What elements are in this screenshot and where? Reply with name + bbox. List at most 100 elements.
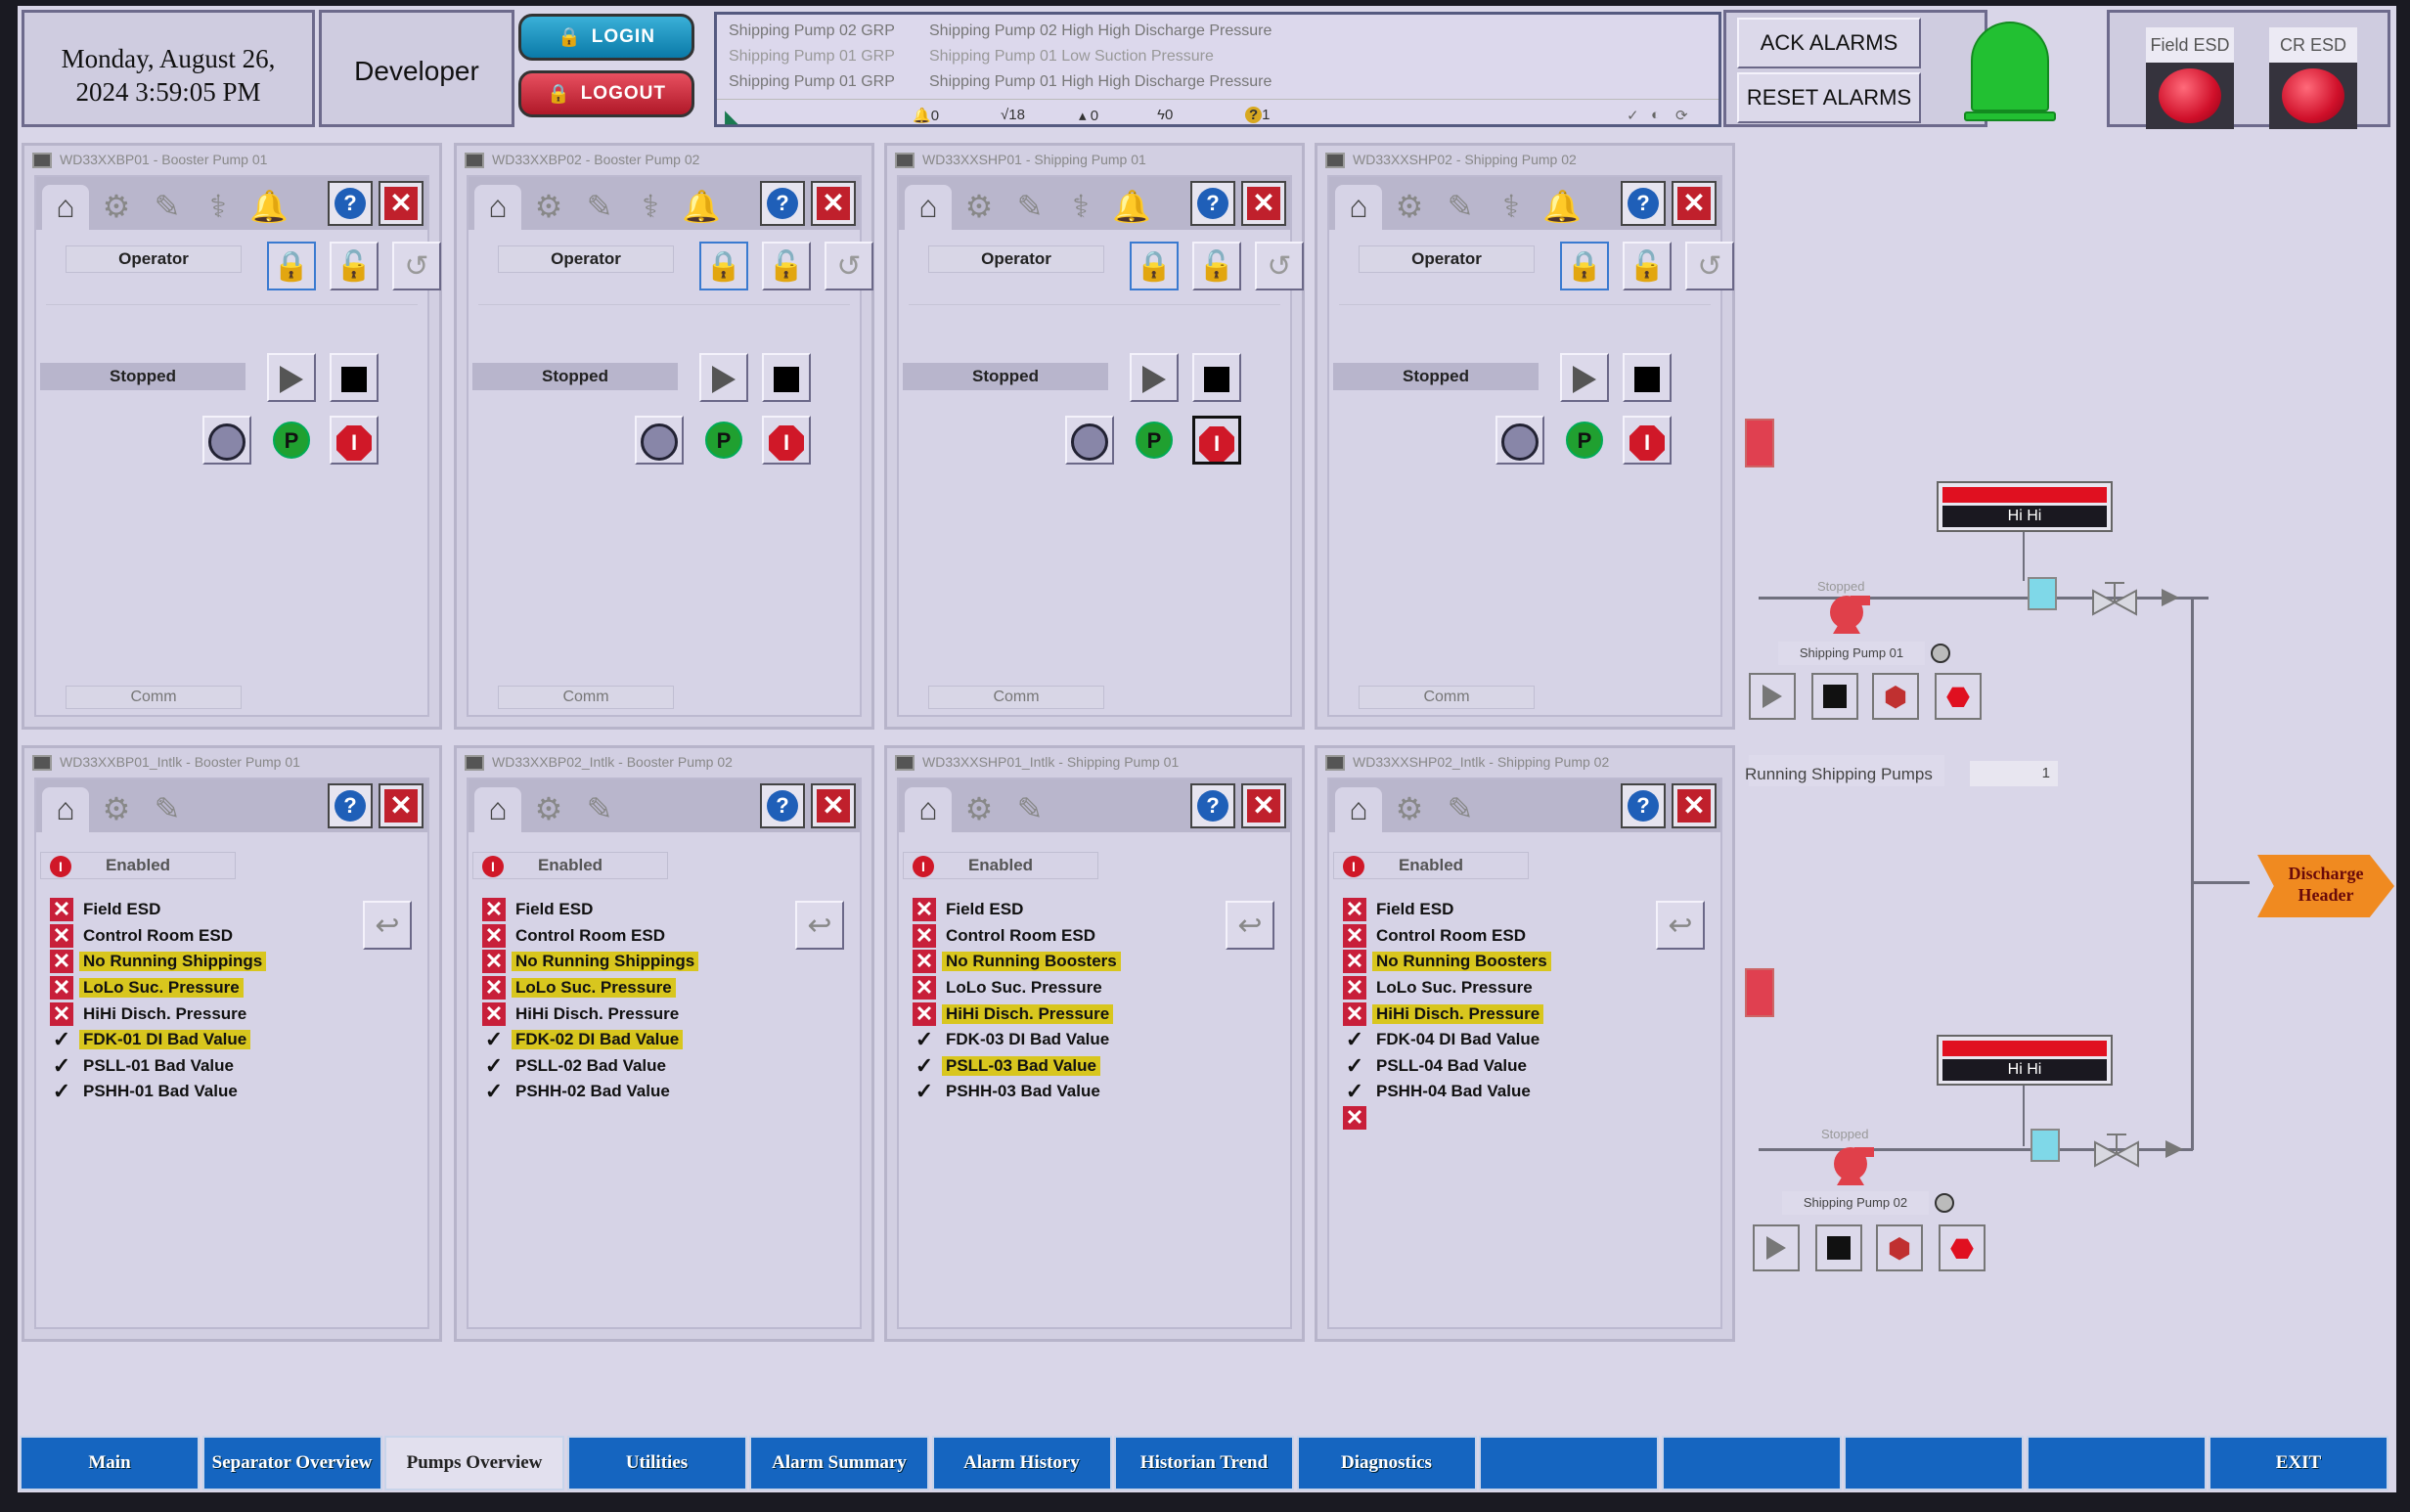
lock-button[interactable]: 🔒 bbox=[1130, 242, 1179, 290]
pump1-bypass-button[interactable]: ⬣ bbox=[1935, 673, 1982, 720]
help-button[interactable]: ? bbox=[1621, 783, 1666, 828]
tab-home[interactable]: ⌂ bbox=[474, 787, 521, 832]
pump1-icon[interactable] bbox=[1827, 591, 1874, 636]
nav-button-empty-11[interactable] bbox=[2026, 1436, 2207, 1490]
nav-button-diagnostics[interactable]: Diagnostics bbox=[1296, 1436, 1477, 1490]
unlock-button[interactable]: 🔓 bbox=[1192, 242, 1241, 290]
mode-status-button[interactable] bbox=[1495, 416, 1544, 465]
reset-alarms-button[interactable]: RESET ALARMS bbox=[1737, 72, 1921, 123]
tab-home[interactable]: ⌂ bbox=[474, 185, 521, 230]
pump2-reset-button[interactable]: ⬢ bbox=[1876, 1224, 1923, 1271]
close-button[interactable]: ✕ bbox=[1672, 181, 1717, 226]
tab-diagnostics[interactable]: ⚕ bbox=[627, 185, 674, 228]
mode-status-button[interactable] bbox=[202, 416, 251, 465]
valve-icon[interactable] bbox=[2093, 1133, 2140, 1173]
tab-config[interactable]: ⚙ bbox=[93, 787, 140, 830]
close-button[interactable]: ✕ bbox=[1241, 783, 1286, 828]
pump1-pressure-alarm[interactable]: Hi Hi bbox=[1937, 481, 2113, 532]
close-button[interactable]: ✕ bbox=[1241, 181, 1286, 226]
tab-edit[interactable]: ✎ bbox=[1006, 185, 1053, 228]
pump1-start-button[interactable] bbox=[1749, 673, 1796, 720]
pump2-pressure-alarm[interactable]: Hi Hi bbox=[1937, 1035, 2113, 1086]
nav-button-separator-overview[interactable]: Separator Overview bbox=[201, 1436, 382, 1490]
nav-button-exit[interactable]: EXIT bbox=[2209, 1436, 2388, 1490]
stop-button[interactable] bbox=[1623, 353, 1672, 402]
tab-config[interactable]: ⚙ bbox=[93, 185, 140, 228]
nav-button-main[interactable]: Main bbox=[20, 1436, 200, 1490]
valve-icon[interactable] bbox=[2091, 581, 2138, 621]
release-button[interactable]: ↺ bbox=[825, 242, 873, 290]
tab-diagnostics[interactable]: ⚕ bbox=[1488, 185, 1535, 228]
tab-config[interactable]: ⚙ bbox=[1386, 787, 1433, 830]
field-esd-indicator[interactable]: Field ESD bbox=[2146, 27, 2234, 129]
tab-diagnostics[interactable]: ⚕ bbox=[195, 185, 242, 228]
mode-status-button[interactable] bbox=[635, 416, 684, 465]
tab-home[interactable]: ⌂ bbox=[905, 185, 952, 230]
tab-config[interactable]: ⚙ bbox=[525, 787, 572, 830]
tab-edit[interactable]: ✎ bbox=[144, 185, 191, 228]
close-button[interactable]: ✕ bbox=[379, 181, 424, 226]
help-button[interactable]: ? bbox=[1190, 783, 1235, 828]
close-button[interactable]: ✕ bbox=[379, 783, 424, 828]
tab-bell[interactable]: 🔔 bbox=[1539, 185, 1585, 228]
ack-check-icon[interactable]: ✓ bbox=[1627, 108, 1639, 124]
tab-bell[interactable]: 🔔 bbox=[245, 185, 292, 228]
tab-config[interactable]: ⚙ bbox=[1386, 185, 1433, 228]
start-button[interactable] bbox=[699, 353, 748, 402]
start-button[interactable] bbox=[267, 353, 316, 402]
help-button[interactable]: ? bbox=[1621, 181, 1666, 226]
stop-button[interactable] bbox=[330, 353, 379, 402]
help-button[interactable]: ? bbox=[328, 181, 373, 226]
nav-button-empty-8[interactable] bbox=[1479, 1436, 1659, 1490]
lock-button[interactable]: 🔒 bbox=[267, 242, 316, 290]
lock-button[interactable]: 🔒 bbox=[699, 242, 748, 290]
tab-bell[interactable]: 🔔 bbox=[678, 185, 725, 228]
interlock-reset-button[interactable]: ↩ bbox=[1226, 901, 1274, 950]
tab-home[interactable]: ⌂ bbox=[42, 185, 89, 230]
tab-diagnostics[interactable]: ⚕ bbox=[1057, 185, 1104, 228]
tab-edit[interactable]: ✎ bbox=[144, 787, 191, 830]
release-button[interactable]: ↺ bbox=[1255, 242, 1304, 290]
interlock-button[interactable]: I bbox=[1623, 416, 1672, 465]
tab-home[interactable]: ⌂ bbox=[1335, 787, 1382, 832]
nav-button-pumps-overview[interactable]: Pumps Overview bbox=[384, 1436, 564, 1490]
lock-button[interactable]: 🔒 bbox=[1560, 242, 1609, 290]
tab-config[interactable]: ⚙ bbox=[956, 787, 1003, 830]
tab-edit[interactable]: ✎ bbox=[576, 185, 623, 228]
tab-edit[interactable]: ✎ bbox=[1437, 185, 1484, 228]
tab-config[interactable]: ⚙ bbox=[956, 185, 1003, 228]
ack-alarms-button[interactable]: ACK ALARMS bbox=[1737, 18, 1921, 68]
pump1-reset-button[interactable]: ⬢ bbox=[1872, 673, 1919, 720]
interlock-button[interactable]: I bbox=[762, 416, 811, 465]
help-button[interactable]: ? bbox=[328, 783, 373, 828]
stop-button[interactable] bbox=[1192, 353, 1241, 402]
nav-button-empty-10[interactable] bbox=[1844, 1436, 2024, 1490]
nav-button-historian-trend[interactable]: Historian Trend bbox=[1114, 1436, 1294, 1490]
tab-home[interactable]: ⌂ bbox=[905, 787, 952, 832]
tab-home[interactable]: ⌂ bbox=[42, 787, 89, 832]
interlock-reset-button[interactable]: ↩ bbox=[795, 901, 844, 950]
pump2-stop-button[interactable] bbox=[1815, 1224, 1862, 1271]
pump2-start-button[interactable] bbox=[1753, 1224, 1800, 1271]
pump2-bypass-button[interactable]: ⬣ bbox=[1939, 1224, 1986, 1271]
release-button[interactable]: ↺ bbox=[1685, 242, 1734, 290]
pump2-icon[interactable] bbox=[1831, 1142, 1878, 1187]
tab-edit[interactable]: ✎ bbox=[1006, 787, 1053, 830]
help-button[interactable]: ? bbox=[1190, 181, 1235, 226]
cr-esd-indicator[interactable]: CR ESD bbox=[2269, 27, 2357, 129]
start-button[interactable] bbox=[1130, 353, 1179, 402]
help-button[interactable]: ? bbox=[760, 783, 805, 828]
refresh-icon[interactable]: ⟳ bbox=[1675, 108, 1688, 124]
login-button[interactable]: 🔒 LOGIN bbox=[518, 14, 694, 61]
nav-button-utilities[interactable]: Utilities bbox=[566, 1436, 747, 1490]
release-button[interactable]: ↺ bbox=[392, 242, 441, 290]
close-button[interactable]: ✕ bbox=[811, 783, 856, 828]
unlock-button[interactable]: 🔓 bbox=[1623, 242, 1672, 290]
nav-button-alarm-summary[interactable]: Alarm Summary bbox=[749, 1436, 929, 1490]
close-button[interactable]: ✕ bbox=[1672, 783, 1717, 828]
mode-status-button[interactable] bbox=[1065, 416, 1114, 465]
nav-button-empty-9[interactable] bbox=[1661, 1436, 1842, 1490]
close-button[interactable]: ✕ bbox=[811, 181, 856, 226]
silence-icon[interactable]: ◐ bbox=[1651, 107, 1661, 123]
interlock-reset-button[interactable]: ↩ bbox=[363, 901, 412, 950]
